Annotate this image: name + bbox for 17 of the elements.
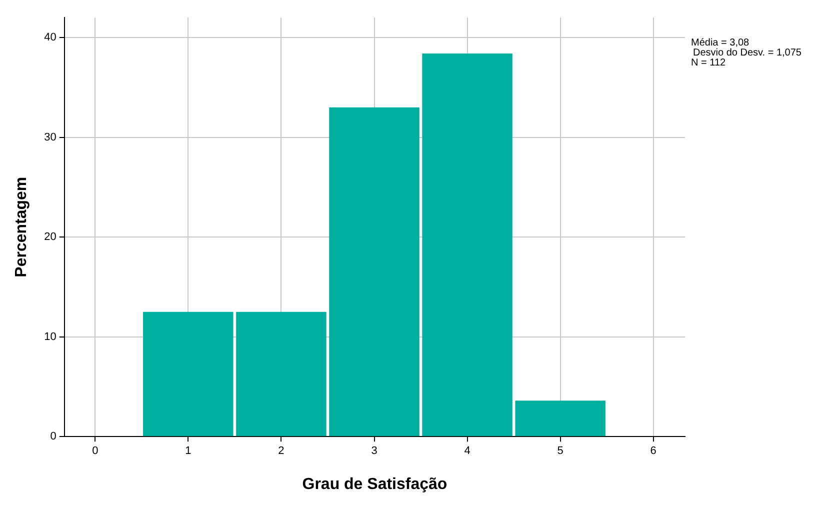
y-tick-label: 30 — [44, 131, 56, 144]
x-tick-label: 2 — [278, 445, 284, 458]
y-axis-title: Percentagem — [13, 176, 30, 278]
x-tick-label: 4 — [464, 445, 470, 458]
x-tick-label: 6 — [650, 445, 656, 458]
y-tick-label: 0 — [50, 430, 56, 443]
x-tick-label: 0 — [92, 445, 98, 458]
y-tick-label: 20 — [44, 231, 56, 244]
x-tick-label: 3 — [371, 445, 378, 458]
x-axis-title: Grau de Satisfação — [302, 476, 448, 493]
y-tick-label: 40 — [44, 32, 56, 44]
x-tick-label: 5 — [557, 445, 564, 458]
text: Média = 3,08 — [691, 37, 750, 48]
y-tick-label: 10 — [44, 330, 56, 343]
text: N = 112 — [691, 57, 726, 68]
text: Desvio do Desv. = 1,075 — [693, 47, 802, 58]
x-tick-label: 1 — [185, 445, 192, 458]
